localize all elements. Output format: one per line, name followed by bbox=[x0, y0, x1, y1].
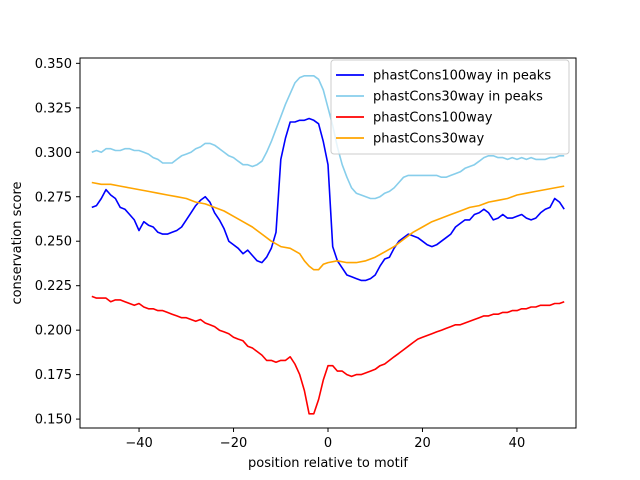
legend: phastCons100way in peaks phastCons30way i… bbox=[330, 59, 570, 155]
y-tick-label: 0.225 bbox=[35, 279, 72, 294]
legend-label-3: phastCons30way bbox=[373, 132, 485, 147]
y-tick-label: 0.350 bbox=[35, 57, 72, 72]
legend-box bbox=[330, 59, 570, 155]
legend-label-2: phastCons100way bbox=[373, 111, 493, 126]
y-tick-label: 0.200 bbox=[35, 324, 72, 339]
x-axis-label: position relative to motif bbox=[248, 456, 408, 471]
y-axis-label: conservation score bbox=[10, 181, 25, 304]
x-tick-label: −40 bbox=[125, 436, 152, 451]
y-axis-ticks: 0.150 0.175 0.200 0.225 0.250 0.275 0.300 0.325… bbox=[35, 57, 80, 428]
y-tick-label: 0.150 bbox=[35, 413, 72, 428]
y-tick-label: 0.300 bbox=[35, 146, 72, 161]
x-tick-label: 0 bbox=[324, 436, 332, 451]
y-tick-label: 0.275 bbox=[35, 190, 72, 205]
series-line-1 bbox=[91, 75, 565, 200]
series-line-2 bbox=[91, 295, 565, 415]
x-tick-label: 20 bbox=[414, 436, 431, 451]
series-line-0 bbox=[91, 117, 565, 282]
y-tick-label: 0.325 bbox=[35, 101, 72, 116]
y-tick-label: 0.175 bbox=[35, 368, 72, 383]
x-axis-ticks: −40 −20 0 20 40 bbox=[125, 428, 525, 451]
legend-label-0: phastCons100way in peaks bbox=[373, 69, 551, 84]
x-tick-label: 40 bbox=[509, 436, 526, 451]
series-line-3 bbox=[91, 181, 565, 271]
series-layer bbox=[91, 75, 565, 415]
legend-label-1: phastCons30way in peaks bbox=[373, 90, 543, 105]
y-tick-label: 0.250 bbox=[35, 235, 72, 250]
x-tick-label: −20 bbox=[220, 436, 247, 451]
